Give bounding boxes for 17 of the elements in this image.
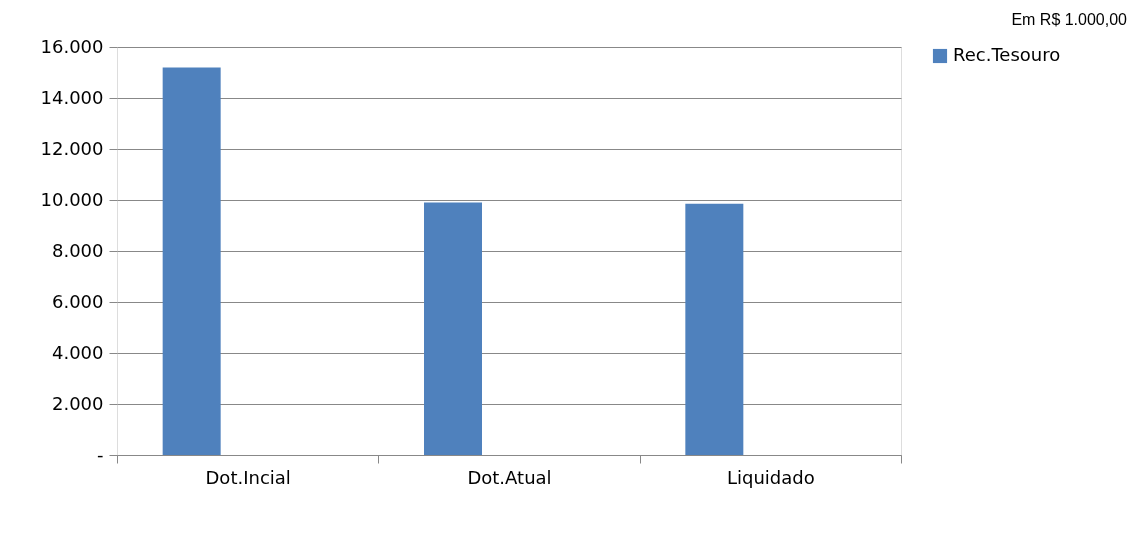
bar xyxy=(685,203,744,455)
bar xyxy=(424,202,482,455)
y-tick-label: - xyxy=(97,443,104,465)
bar xyxy=(162,67,221,455)
y-tick-label: 6.000 xyxy=(51,290,104,312)
x-tick-label: Dot.Atual xyxy=(467,466,552,488)
y-tick-label: 12.000 xyxy=(40,137,104,159)
legend-label: Rec.Tesouro xyxy=(953,44,1061,65)
y-tick-label: 14.000 xyxy=(40,86,104,108)
y-tick-label: 16.000 xyxy=(40,35,104,57)
x-tick-label: Liquidado xyxy=(726,466,815,488)
x-tick-label: Dot.Incial xyxy=(205,466,291,488)
y-tick-label: 2.000 xyxy=(51,392,104,414)
y-tick-label: 8.000 xyxy=(51,239,104,261)
text: Em R$ 1.000,00 xyxy=(1011,11,1128,28)
y-tick-label: 4.000 xyxy=(51,341,104,363)
y-tick-label: 10.000 xyxy=(40,188,104,210)
